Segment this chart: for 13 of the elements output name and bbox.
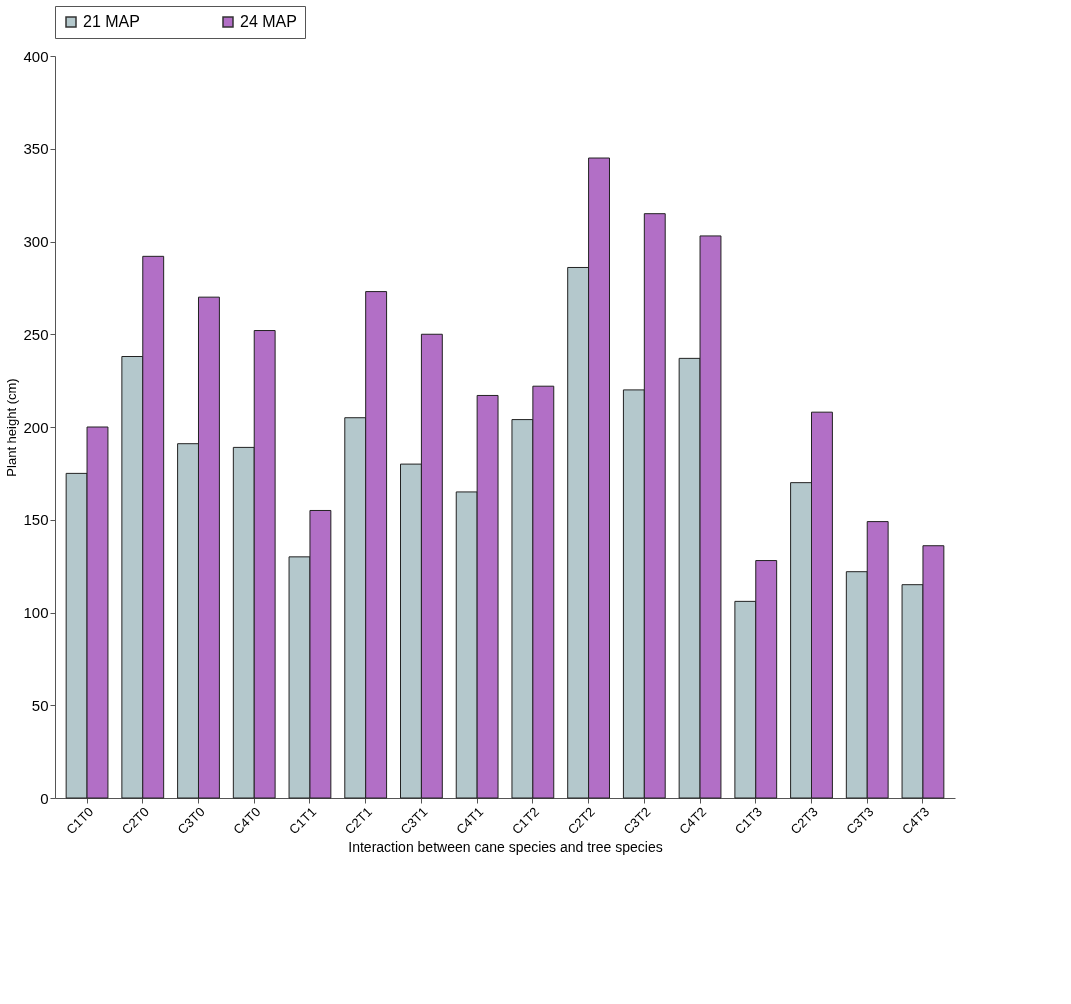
y-tick-label: 200	[23, 418, 49, 436]
y-tick-label: 150	[23, 511, 49, 529]
y-tick-label: 350	[23, 140, 49, 158]
y-tick-label: 400	[23, 47, 49, 65]
y-tick-label: 100	[23, 604, 49, 621]
x-axis-title: Interaction between cane species and tree species	[348, 839, 663, 856]
y-tick-label: 50	[31, 696, 49, 714]
y-tick-label: 250	[23, 325, 49, 343]
y-tick-label: 300	[23, 233, 49, 250]
y-axis-title: Plant height (cm)	[4, 378, 20, 477]
legend-label: 21 MAP	[83, 13, 140, 30]
y-tick-label: 0	[40, 789, 49, 807]
legend-label: 24 MAP	[240, 13, 297, 30]
